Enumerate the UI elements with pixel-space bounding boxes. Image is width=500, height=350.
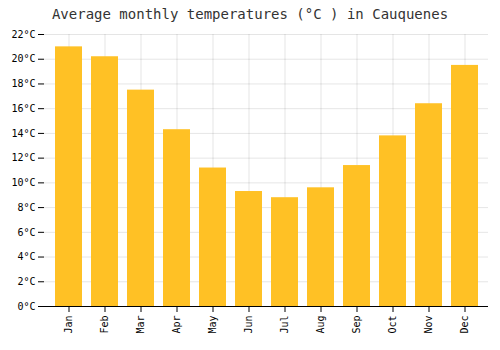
svg-text:Mar: Mar xyxy=(135,316,146,334)
svg-text:Apr: Apr xyxy=(171,316,182,334)
svg-text:Oct: Oct xyxy=(387,316,398,334)
svg-text:Feb: Feb xyxy=(99,316,110,334)
svg-text:Dec: Dec xyxy=(459,316,470,334)
svg-text:22°C: 22°C xyxy=(11,29,35,40)
svg-text:0°C: 0°C xyxy=(17,301,35,312)
svg-text:10°C: 10°C xyxy=(11,177,35,188)
svg-text:16°C: 16°C xyxy=(11,103,35,114)
svg-text:4°C: 4°C xyxy=(17,251,35,262)
svg-text:6°C: 6°C xyxy=(17,227,35,238)
svg-text:20°C: 20°C xyxy=(11,53,35,64)
html-text:Average monthly temperatures (: Average monthly temperatures (°C ) in Ca… xyxy=(51,6,449,22)
svg-text:Nov: Nov xyxy=(423,316,434,334)
svg-text:Aug: Aug xyxy=(315,316,326,334)
svg-text:2°C: 2°C xyxy=(17,276,35,287)
svg-text:May: May xyxy=(207,316,218,334)
svg-text:Jan: Jan xyxy=(63,316,74,334)
svg-text:Sep: Sep xyxy=(351,316,362,334)
svg-text:8°C: 8°C xyxy=(17,202,35,213)
svg-text:18°C: 18°C xyxy=(11,78,35,89)
svg-text:Jun: Jun xyxy=(243,316,254,334)
svg-text:12°C: 12°C xyxy=(11,152,35,163)
svg-text:14°C: 14°C xyxy=(11,128,35,139)
svg-text:Jul: Jul xyxy=(279,316,290,334)
